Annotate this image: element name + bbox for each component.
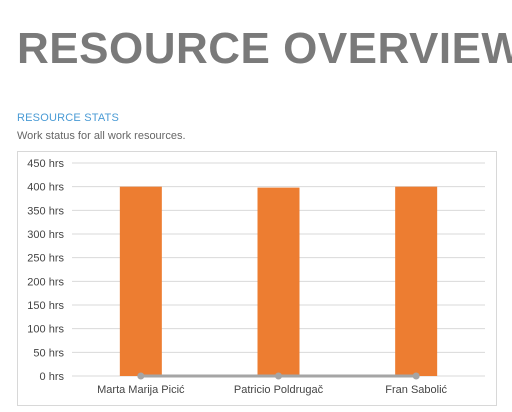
line-point[interactable]: [275, 372, 282, 380]
y-tick-label: 0 hrs: [40, 371, 65, 383]
x-axis-categories: Marta Marija Picić Patricio Poldrugač Fran…: [97, 384, 447, 396]
resource-work-chart: 0 hrs 50 hrs 100 hrs 150 hrs 200 hrs 250 hrs 3…: [27, 158, 485, 396]
line-series: [137, 372, 420, 380]
y-tick-label: 400 hrs: [27, 182, 64, 194]
bar[interactable]: [257, 187, 300, 376]
x-category-label: Fran Sabolić: [385, 384, 447, 396]
section-title: RESOURCE STATS: [17, 112, 120, 124]
bar[interactable]: [395, 186, 438, 376]
line-point[interactable]: [412, 372, 420, 380]
y-tick-label: 250 hrs: [27, 253, 64, 265]
y-tick-label: 150 hrs: [27, 300, 64, 312]
line-point[interactable]: [137, 372, 145, 380]
y-axis-ticks: 0 hrs 50 hrs 100 hrs 150 hrs 200 hrs 250 hrs 3…: [27, 158, 64, 383]
y-tick-label: 350 hrs: [27, 205, 64, 217]
report-title: RESOURCE OVERVIEW: [17, 24, 512, 73]
section-description: Work status for all work resources.: [17, 130, 186, 142]
x-category-label: Marta Marija Picić: [97, 384, 185, 396]
y-tick-label: 50 hrs: [33, 347, 64, 359]
x-category-label: Patricio Poldrugač: [234, 384, 324, 396]
y-tick-label: 100 hrs: [27, 324, 64, 336]
y-tick-label: 450 hrs: [27, 158, 64, 170]
bars: [119, 186, 438, 376]
y-tick-label: 200 hrs: [27, 276, 64, 288]
y-tick-label: 300 hrs: [27, 229, 64, 241]
bar[interactable]: [119, 186, 162, 376]
